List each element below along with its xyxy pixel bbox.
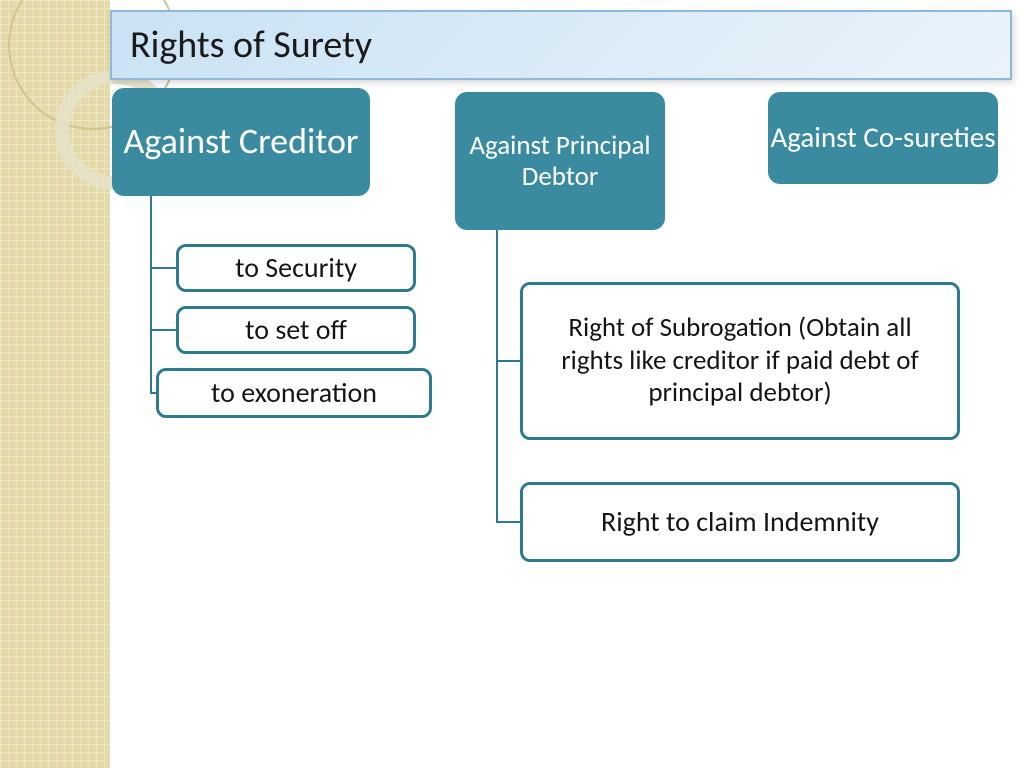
- connector-line: [496, 230, 498, 522]
- leaf-label: Right of Subrogation (Obtain all rights …: [535, 312, 945, 409]
- title-bar: Rights of Surety: [110, 10, 1012, 80]
- connector-line: [150, 329, 176, 331]
- connector-line: [496, 360, 520, 362]
- leaf-right-of-subrogation: Right of Subrogation (Obtain all rights …: [520, 282, 960, 440]
- node-against-creditor: Against Creditor: [112, 88, 370, 196]
- leaf-label: Right to claim Indemnity: [601, 505, 879, 539]
- leaf-label: to exoneration: [211, 376, 377, 410]
- leaf-right-to-claim-indemnity: Right to claim Indemnity: [520, 482, 960, 562]
- leaf-to-security: to Security: [176, 244, 416, 292]
- connector-line: [150, 392, 158, 394]
- node-against-principal-debtor: Against Principal Debtor: [455, 92, 665, 230]
- node-label: Against Co-sureties: [770, 121, 995, 154]
- node-label: Against Creditor: [123, 121, 358, 162]
- node-label: Against Principal Debtor: [455, 130, 665, 192]
- connector-line: [496, 521, 520, 523]
- leaf-label: to Security: [235, 251, 357, 285]
- leaf-to-exoneration: to exoneration: [156, 368, 432, 418]
- leaf-label: to set off: [245, 313, 347, 347]
- connector-line: [150, 196, 152, 393]
- slide-title: Rights of Surety: [130, 22, 372, 68]
- node-against-cosureties: Against Co-sureties: [768, 92, 998, 184]
- leaf-to-set-off: to set off: [176, 306, 416, 354]
- connector-line: [150, 267, 176, 269]
